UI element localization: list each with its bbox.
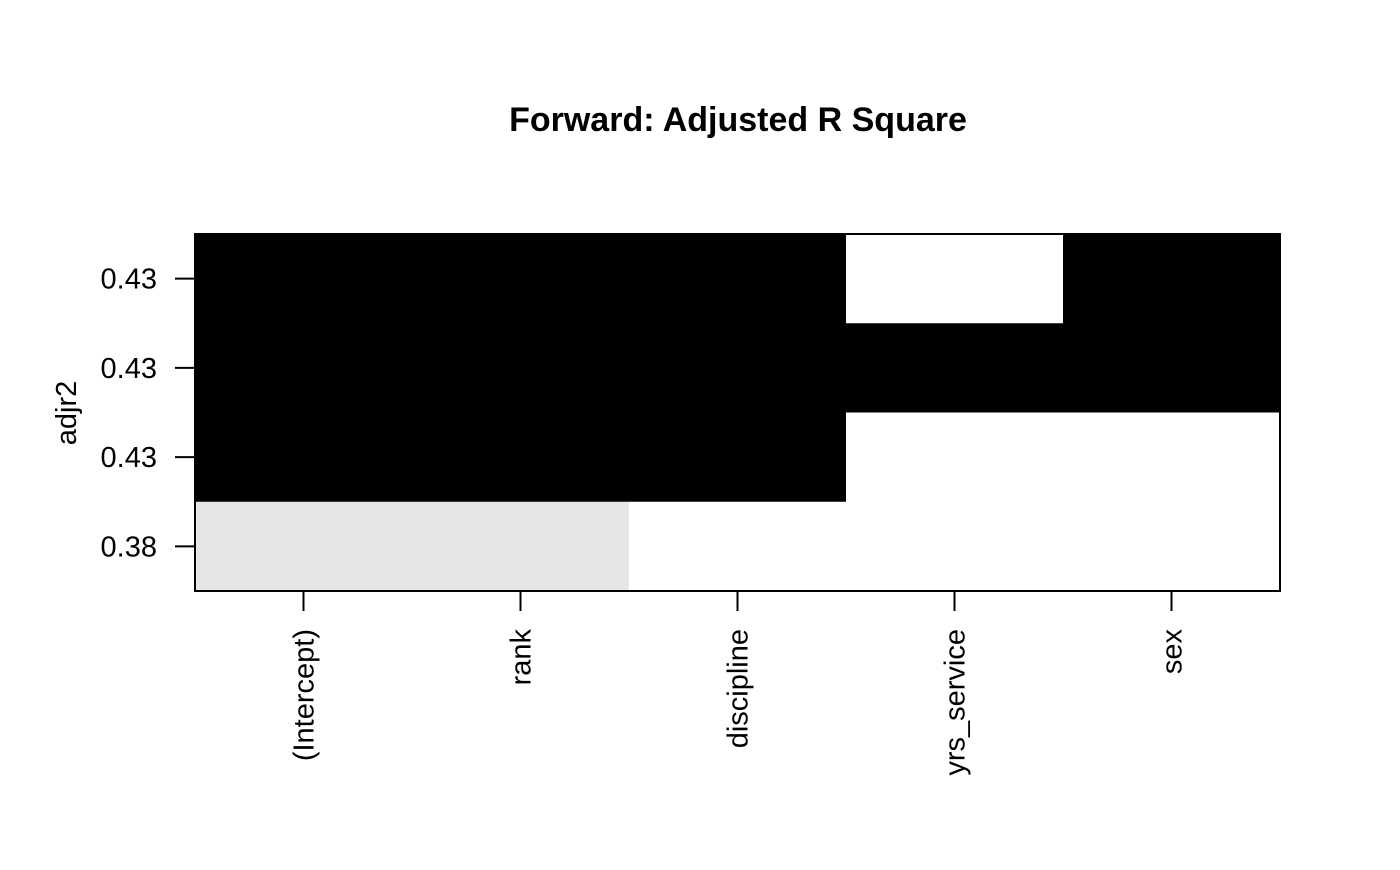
x-tick-label: rank [506,629,538,686]
heatmap-cell [195,234,413,324]
heatmap-cells [195,234,1281,592]
heatmap-cell [846,234,1064,324]
heatmap-cell [629,234,847,324]
heatmap-cell [412,323,630,413]
heatmap-cell [846,323,1064,413]
x-tick-label: yrs_service [940,629,972,776]
heatmap-cell [846,412,1064,503]
x-tick-label: sex [1157,629,1189,675]
heatmap-cell [629,412,847,503]
heatmap-cell [412,234,630,324]
y-tick-label: 0.43 [101,353,157,385]
chart-title: Forward: Adjusted R Square [509,101,967,139]
heatmap-cell [629,501,847,592]
heatmap-cell [412,412,630,503]
x-tick-label: discipline [723,629,755,748]
y-tick-label: 0.43 [101,442,157,474]
heatmap-cell [195,323,413,413]
heatmap-cell [412,501,630,592]
y-tick-label: 0.38 [101,531,157,563]
heatmap-cell [195,412,413,503]
heatmap-cell [629,323,847,413]
heatmap-cell [195,501,413,592]
x-tick-label: (Intercept) [289,629,321,761]
heatmap-cell [846,501,1064,592]
y-axis: 0.43 0.43 0.43 0.38 [101,264,195,563]
heatmap-cell [1063,501,1281,592]
y-tick-label: 0.43 [101,264,157,296]
heatmap-cell [1063,412,1281,503]
y-axis-label: adjr2 [51,381,83,446]
heatmap-cell [1063,234,1281,324]
heatmap-cell [1063,323,1281,413]
x-axis: (Intercept) rank discipline yrs_service sex [289,591,1189,776]
